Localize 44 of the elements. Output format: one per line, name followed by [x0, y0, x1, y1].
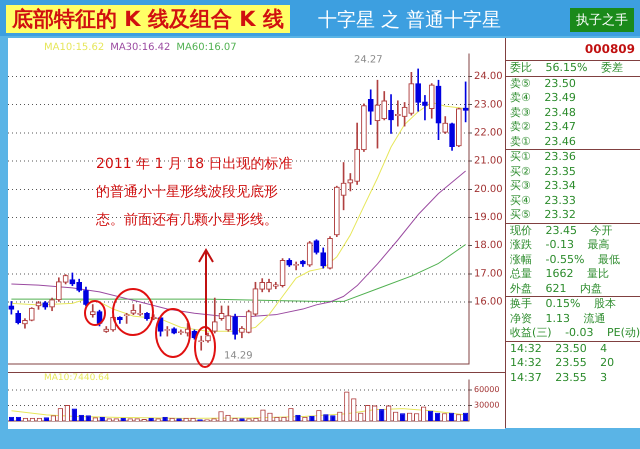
text: 现价 23.45 今开: [510, 224, 612, 238]
text: 14:37 23.55 3: [510, 370, 608, 385]
y-tick-label: 22.00: [474, 128, 503, 139]
y-tick-label: 18.00: [474, 240, 503, 252]
text: MA10:7440.64: [44, 373, 110, 383]
text: 14:32 23.55 20: [510, 356, 614, 370]
text: MA30:16.42: [110, 42, 170, 53]
chart-subtitle: 十字星 之 普通十字星: [318, 8, 502, 33]
text: 卖③ 23.48: [510, 106, 576, 120]
text: MA10:15.62: [44, 42, 104, 53]
text: 卖④ 23.49: [510, 91, 576, 106]
text: 买⑤ 23.32: [510, 208, 576, 222]
y-tick-label: 17.00: [474, 268, 503, 280]
text: 000809: [506, 38, 640, 61]
text: 涨幅 -0.55% 最低: [510, 252, 620, 267]
y-tick-label: 16.00: [474, 296, 503, 308]
annotation: 24.27: [354, 54, 383, 66]
text: 买④ 23.33: [510, 194, 576, 208]
text: 涨跌 -0.13 最高: [510, 238, 610, 252]
y-tick-label: 60000: [474, 385, 500, 394]
text: 买③ 23.34: [510, 179, 576, 194]
y-tick-label: 20.00: [474, 184, 503, 195]
text: 卖① 23.46: [510, 134, 576, 149]
text: 买② 23.35: [510, 164, 576, 179]
text: 收益(三) -0.03 PE(动): [510, 326, 640, 340]
text: 换手 0.15% 股本: [510, 297, 616, 312]
text: 卖② 23.47: [510, 120, 576, 134]
y-tick-label: 23.00: [474, 99, 503, 110]
annotation: 14.29: [224, 350, 253, 362]
annotation: 2011 年 1 月 18 日出现的标准的普通小十星形线波段见底形态。前面还有几颗小星形线。: [96, 155, 294, 230]
text: 卖⑤ 23.50: [510, 76, 576, 91]
text: 买① 23.36: [510, 150, 576, 164]
chart-title: 底部特征的 K 线及组合 K 线: [6, 5, 290, 33]
text: 外盘 621 内盘: [510, 282, 602, 296]
text: 执子之手: [570, 8, 634, 32]
text: 总量 1662 量比: [510, 267, 609, 282]
text: 净资 1.13 流通: [510, 312, 606, 326]
y-tick-label: 24.00: [474, 71, 503, 82]
text: 14:32 23.50 4: [510, 342, 608, 356]
y-tick-label: 19.00: [474, 212, 503, 224]
y-tick-label: 30000: [474, 400, 500, 410]
text: MA60:16.07: [176, 42, 237, 53]
text: 委比 56.15% 委差: [510, 61, 623, 76]
y-tick-label: 21.00: [474, 156, 503, 167]
